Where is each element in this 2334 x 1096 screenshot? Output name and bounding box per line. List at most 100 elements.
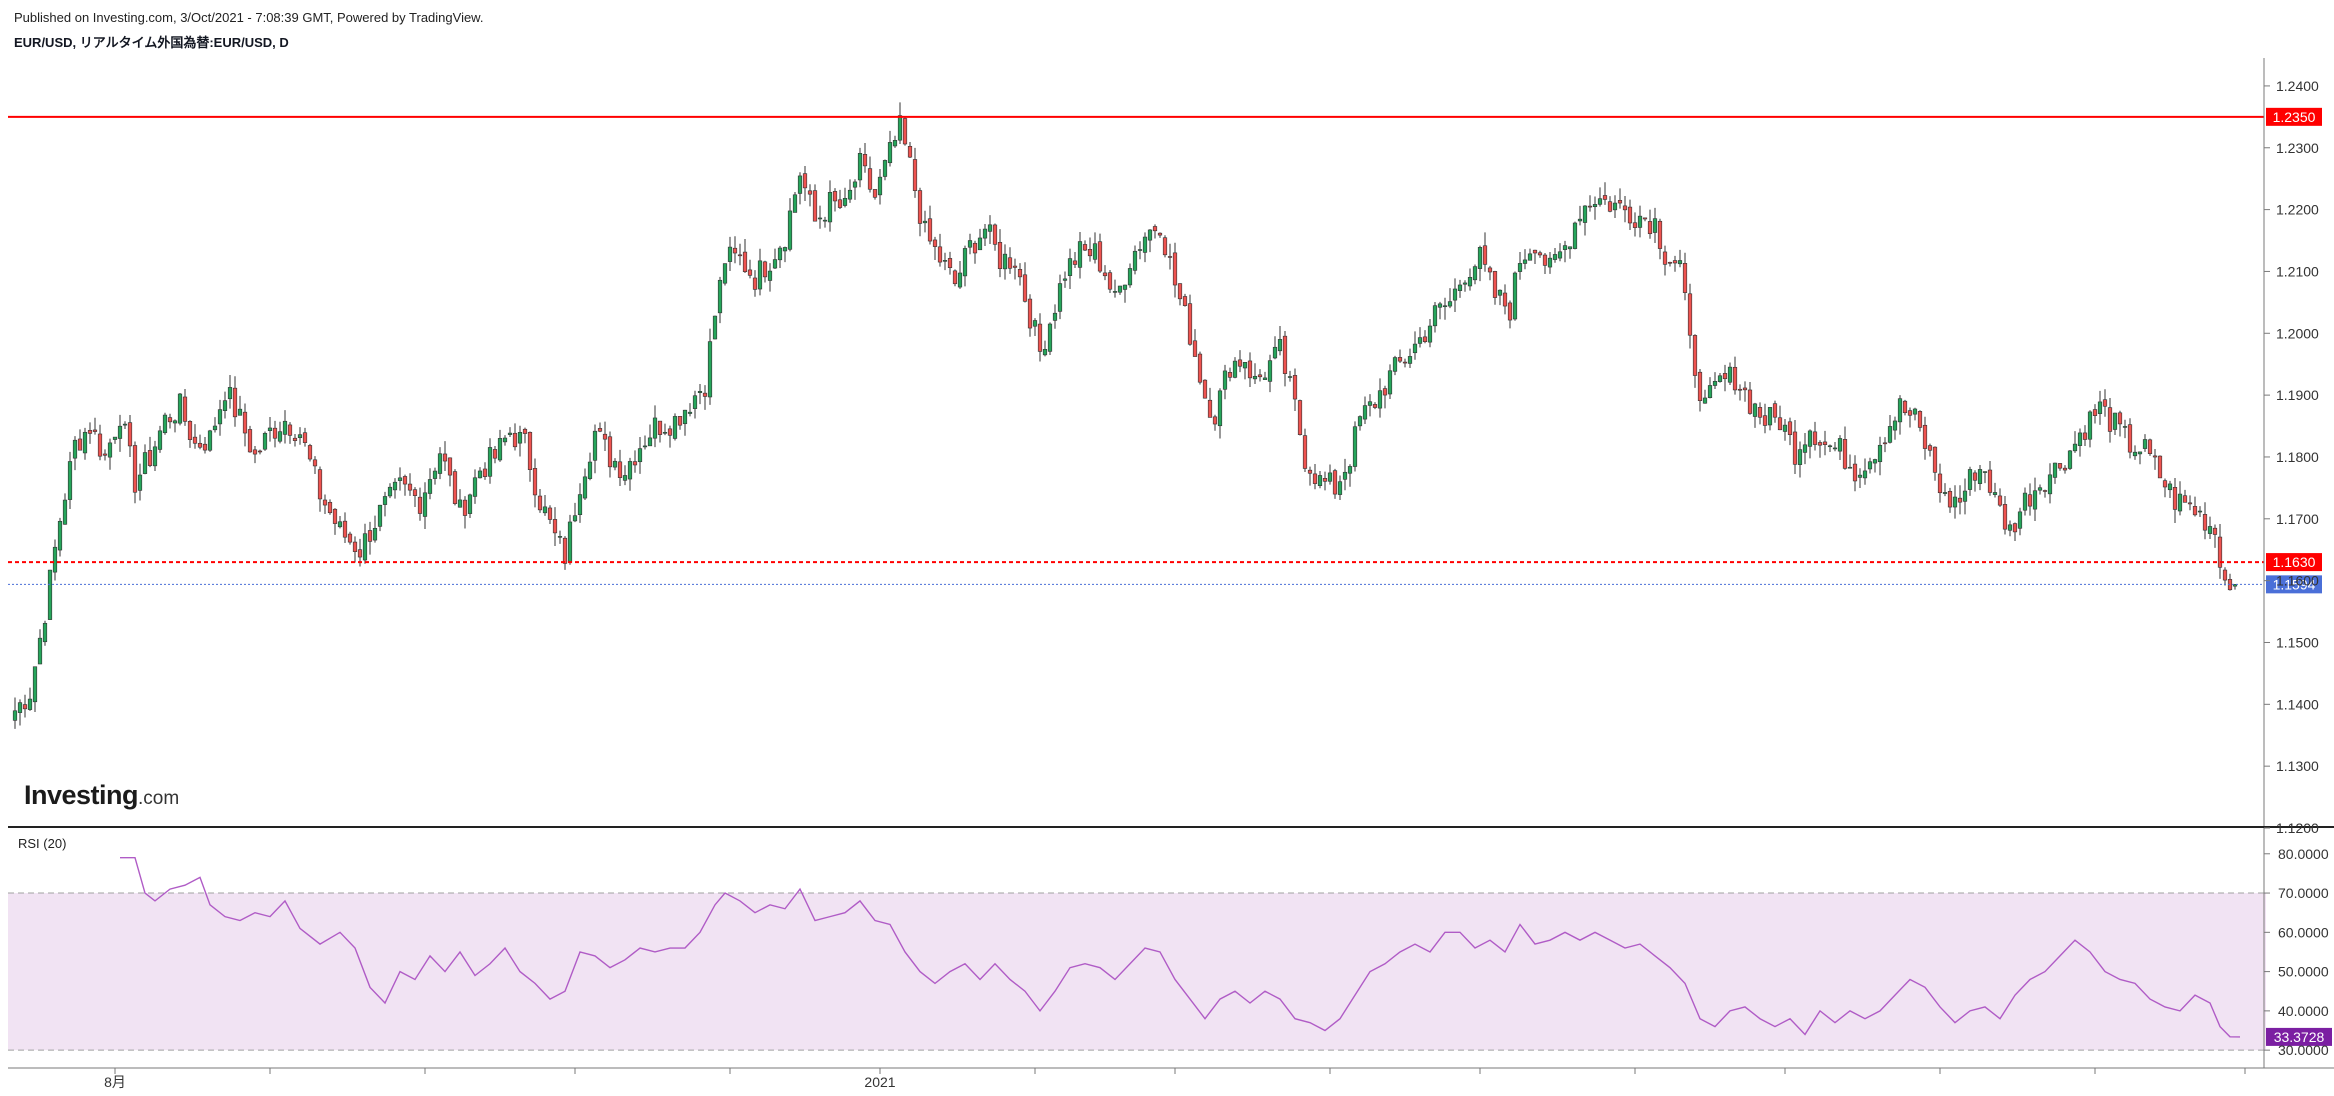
candle-body (1252, 375, 1258, 380)
candle (1132, 245, 1138, 275)
candle-body (417, 496, 423, 514)
candle (117, 414, 123, 452)
candle (437, 447, 443, 480)
candle (1652, 207, 1658, 244)
candle-body (682, 409, 688, 425)
candle-body (1712, 381, 1718, 386)
candle (2127, 418, 2133, 459)
candle-body (1167, 256, 1173, 258)
candle-body (517, 432, 523, 444)
candle (712, 315, 718, 340)
candle (522, 427, 528, 444)
candle-body (1817, 442, 1823, 446)
candle-body (1027, 298, 1033, 329)
rsi-band (8, 893, 2266, 1051)
candle (1042, 340, 1048, 357)
candle-body (1062, 278, 1068, 281)
candle (2212, 524, 2218, 548)
candle (1427, 318, 1433, 348)
candle-body (1417, 337, 1423, 344)
candle-body (1507, 302, 1513, 321)
candle-body (1042, 349, 1048, 356)
candle (1932, 446, 1938, 481)
candle-body (1257, 374, 1263, 378)
candle-body (922, 220, 928, 224)
candle-body (367, 530, 373, 542)
candle-body (822, 219, 828, 222)
candle (1662, 245, 1668, 276)
candle-body (182, 396, 188, 422)
candle (1332, 468, 1338, 499)
candle-body (1512, 272, 1518, 320)
candle-body (1612, 202, 1618, 211)
candle (127, 415, 133, 458)
candle (1827, 444, 1833, 452)
candle (112, 436, 118, 444)
candle (62, 493, 68, 525)
candle-body (1532, 249, 1538, 254)
candle-body (1077, 241, 1083, 268)
level-tag-label: 1.2350 (2273, 109, 2316, 125)
candle (967, 233, 973, 255)
candle (1387, 364, 1393, 399)
candle-body (527, 431, 533, 470)
candle-body (1777, 417, 1783, 431)
candle-body (1627, 206, 1633, 224)
candle-body (1202, 379, 1208, 399)
candle (622, 465, 628, 486)
candle-body (332, 508, 338, 524)
candle (1912, 407, 1918, 421)
candle-body (1337, 481, 1343, 495)
candle-body (537, 495, 543, 511)
candle (12, 697, 18, 729)
candle-body (1647, 221, 1653, 235)
candle (67, 451, 73, 510)
candle-body (2162, 480, 2168, 488)
candle-body (1877, 444, 1883, 463)
candle (957, 261, 963, 289)
candle (102, 449, 108, 461)
candle (2002, 495, 2008, 535)
candle (602, 421, 608, 452)
candle (1327, 464, 1333, 485)
candle (1817, 440, 1823, 458)
candle (1462, 280, 1468, 292)
candle (907, 142, 913, 158)
candle (1697, 369, 1703, 412)
candle-body (807, 190, 813, 195)
candle-body (437, 453, 443, 474)
candle (1382, 385, 1388, 409)
candle (1392, 355, 1398, 376)
candle-body (1412, 343, 1418, 354)
candle-body (777, 247, 783, 261)
candle (2042, 489, 2048, 498)
candle (1507, 300, 1513, 329)
candle (822, 216, 828, 228)
candle (1087, 237, 1093, 262)
candle (1937, 463, 1943, 503)
candle (1017, 263, 1023, 286)
candle (142, 444, 148, 475)
candle (1267, 354, 1273, 393)
candle (57, 517, 63, 557)
candle (887, 130, 893, 167)
candle (1802, 432, 1808, 465)
candle-body (1102, 272, 1108, 277)
candle-body (472, 477, 478, 497)
candle-body (432, 470, 438, 479)
candle (757, 248, 763, 296)
candle-body (1087, 249, 1093, 257)
candle (152, 440, 158, 471)
candle-body (1447, 301, 1453, 307)
candle-body (1892, 420, 1898, 431)
candle (1097, 233, 1103, 273)
candle (1122, 284, 1128, 303)
candle (942, 252, 948, 271)
candle (182, 388, 188, 426)
candle-body (132, 445, 138, 493)
candle (1467, 268, 1473, 291)
candle (872, 189, 878, 200)
candle (157, 425, 163, 453)
candle (2047, 463, 2053, 504)
